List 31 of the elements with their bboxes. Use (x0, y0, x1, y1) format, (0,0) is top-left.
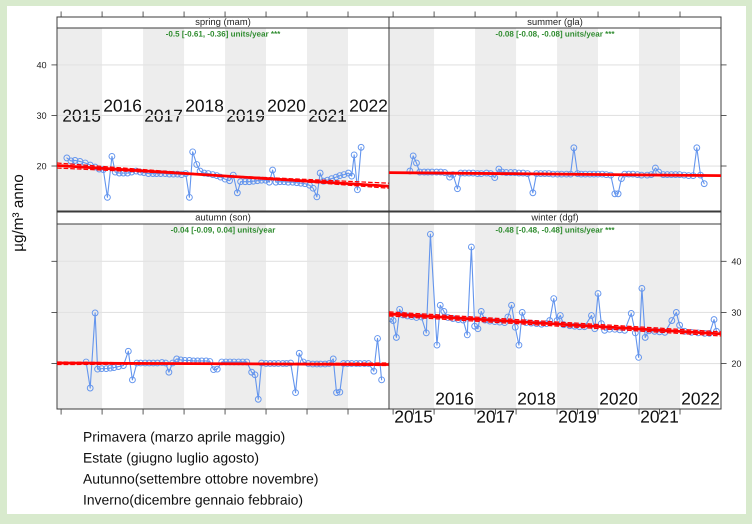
text: Estate (giugno luglio agosto) (84, 452, 258, 466)
y-tick-label: 30 (732, 309, 742, 316)
y-tick-label: 40 (36, 62, 46, 68)
x2-tick-label: 2018 (186, 99, 224, 112)
chart-subtitle: -0.08 [-0.08, -0.08] units/year *** (496, 30, 615, 38)
text: Inverno(dicembre gennaio febbraio) (84, 494, 302, 508)
x2-tick-label: 2022 (682, 392, 719, 405)
y-tick-label: 30 (36, 112, 46, 119)
chart-subtitle: -0.48 [-0.48, -0.48] units/year *** (496, 226, 615, 234)
y-tick-label: 40 (732, 258, 742, 265)
x-tick-label: 2021 (641, 410, 678, 423)
x-tick-label: 2017 (477, 410, 514, 423)
x-tick-label: 2019 (559, 410, 596, 423)
y-tick-label: 20 (36, 162, 46, 170)
x2-tick-label: 2016 (104, 99, 142, 112)
x2-tick-label: 2016 (436, 392, 474, 405)
chart-title: autumn (son) (196, 214, 250, 222)
chart-subtitle: -0.04 [-0.09, 0.04] units/year (170, 226, 276, 234)
chart-title: winter (dgf) (531, 214, 578, 222)
x2-tick-label: 2020 (600, 392, 638, 405)
text: Primavera (marzo aprile maggio) (84, 432, 284, 444)
x2-tick-label: 2018 (518, 392, 556, 405)
chart-title: spring (mam) (195, 18, 250, 27)
x-tick-label: 2015 (395, 410, 432, 423)
x2-tick-label: 2020 (268, 99, 306, 112)
chart-title: summer (gla) (527, 18, 582, 27)
chart-subtitle: -0.5 [-0.61, -0.36] units/year *** (166, 30, 280, 38)
y-tick-label: 20 (732, 360, 742, 367)
text: Autunno(settembre ottobre novembre) (83, 474, 318, 486)
x2-tick-label: 2022 (350, 99, 387, 112)
y-axis-title: µg/m³ anno (12, 174, 26, 251)
